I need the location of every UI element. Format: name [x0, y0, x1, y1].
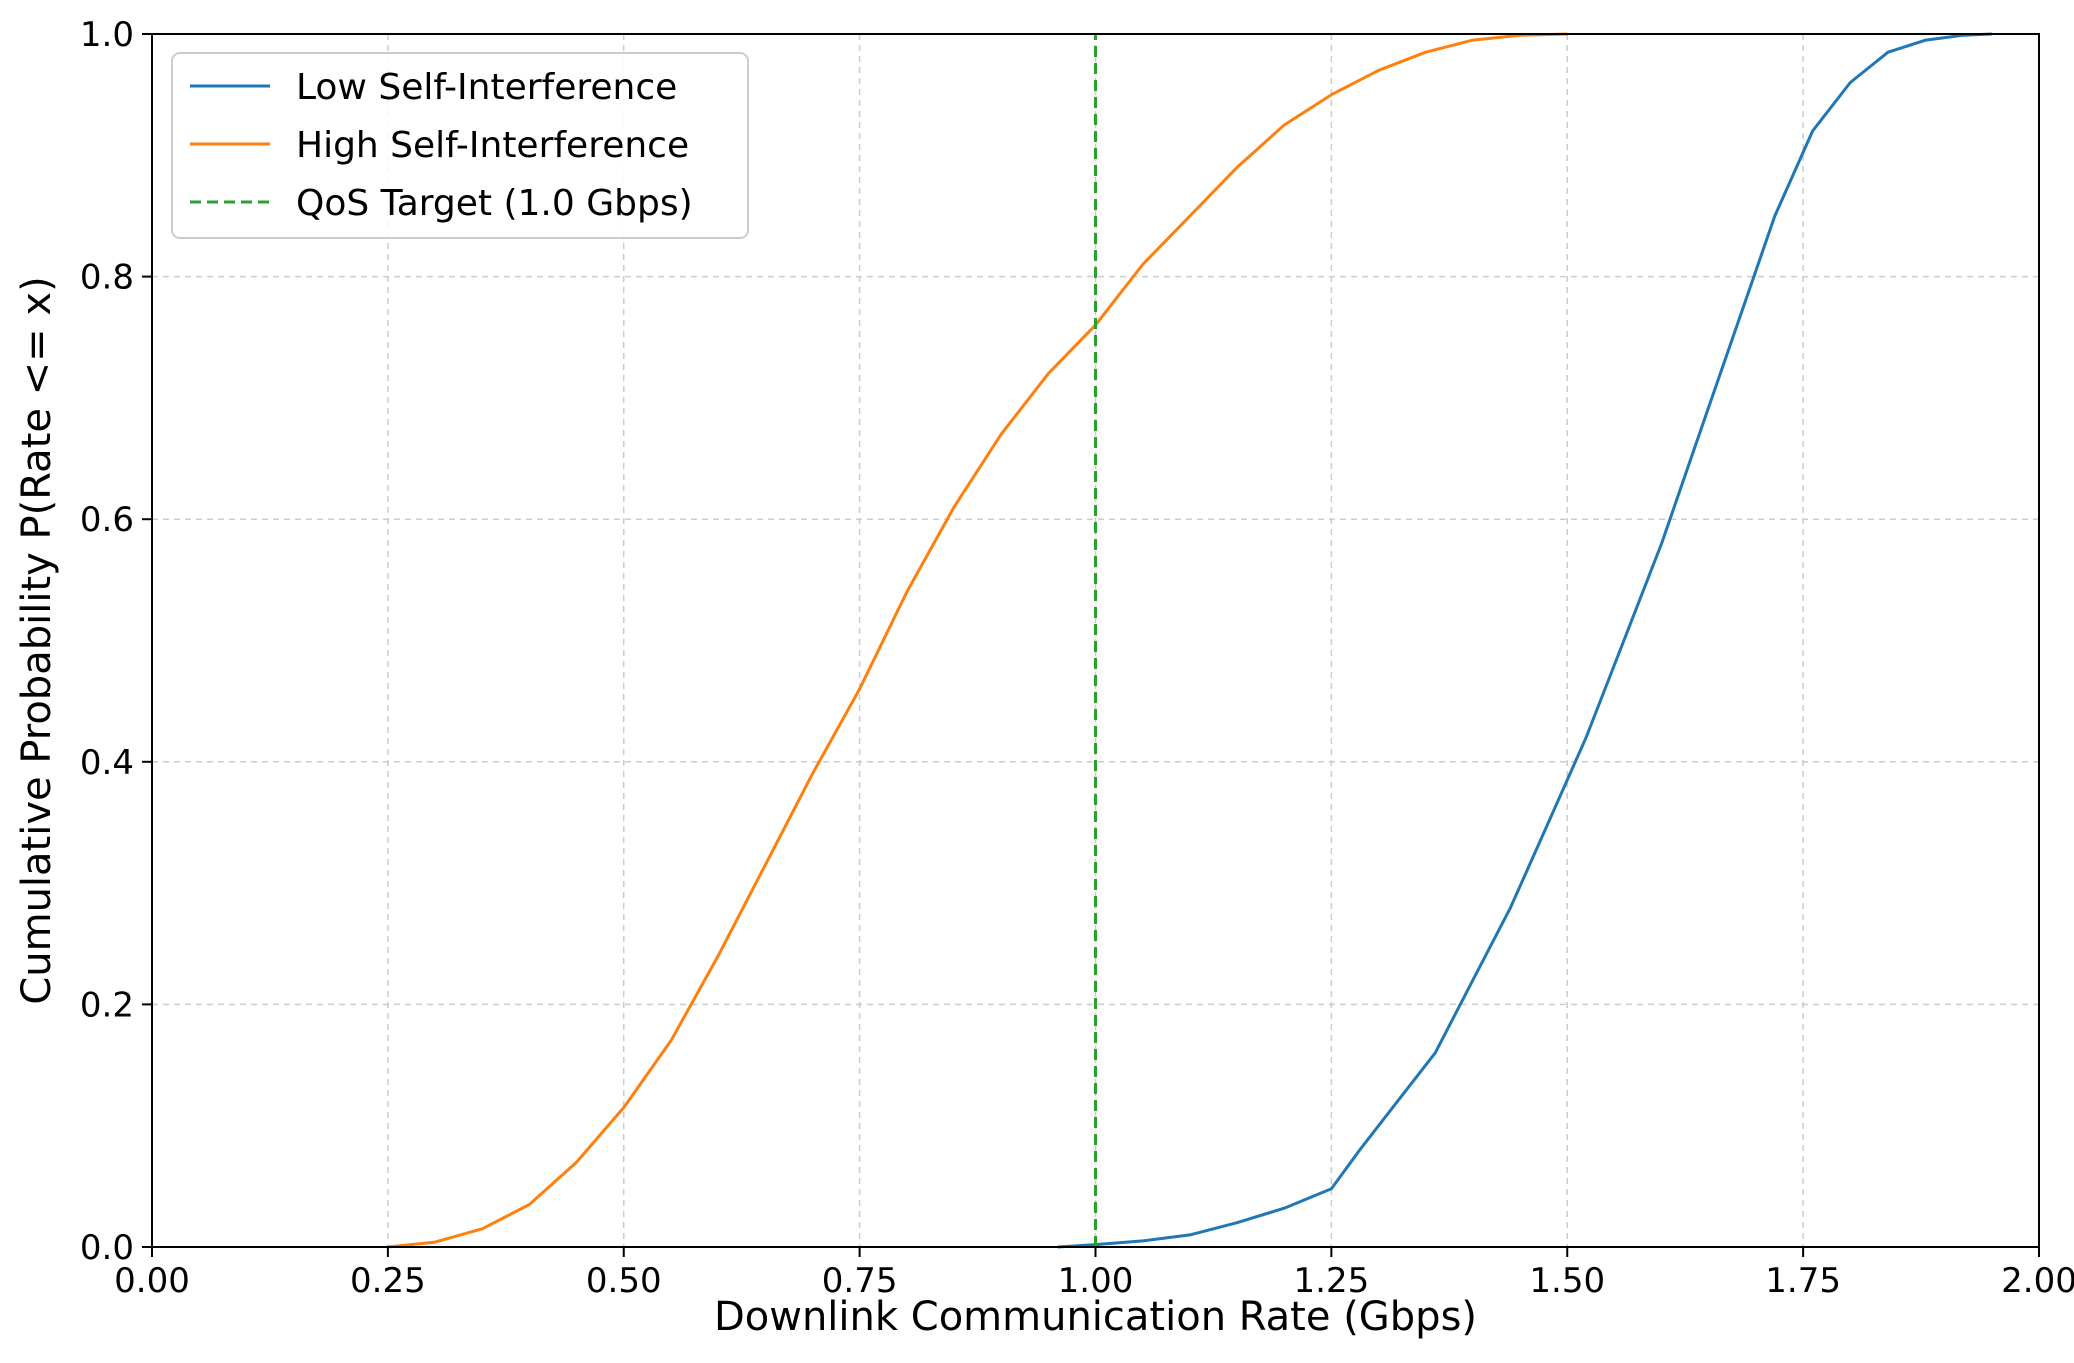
- x-tick-label: 2.00: [2001, 1261, 2074, 1301]
- x-tick-label: 1.25: [1294, 1261, 1370, 1301]
- legend: Low Self-Interference High Self-Interfere…: [171, 52, 749, 239]
- series-line-low-self-interference: [1057, 32, 1992, 1249]
- series-lines: [387, 32, 1992, 1249]
- x-tick-label: 1.00: [1058, 1261, 1134, 1301]
- y-tick-label: 0.0: [80, 1228, 134, 1268]
- axis-ticks: 0.00 0.25 0.50 0.75 1.00 1.25 1.50 1.75 2.00 0.0 0…: [80, 15, 2074, 1301]
- x-tick-label: 1.50: [1529, 1261, 1605, 1301]
- legend-label-high-self-interference: High Self-Interference: [296, 125, 689, 166]
- y-tick-label: 0.6: [80, 500, 134, 540]
- x-tick-label: 0.25: [350, 1261, 426, 1301]
- y-tick-label: 0.8: [80, 258, 134, 298]
- y-tick-label: 0.2: [80, 985, 134, 1025]
- legend-box: [171, 52, 749, 239]
- y-axis-label: Cumulative Probability P(Rate <= x): [14, 276, 60, 1004]
- x-axis-label: Downlink Communication Rate (Gbps): [714, 1294, 1477, 1340]
- legend-label-low-self-interference: Low Self-Interference: [296, 67, 677, 108]
- x-tick-label: 1.75: [1765, 1261, 1841, 1301]
- y-tick-label: 0.4: [80, 743, 134, 783]
- x-tick-label: 0.50: [586, 1261, 662, 1301]
- legend-label-qos-target-1-0-gbps: QoS Target (1.0 Gbps): [296, 183, 693, 224]
- x-tick-label: 0.75: [822, 1261, 898, 1301]
- series-line-high-self-interference: [387, 32, 1568, 1249]
- y-tick-label: 1.0: [80, 15, 134, 55]
- x-tick-label: 0.00: [114, 1261, 190, 1301]
